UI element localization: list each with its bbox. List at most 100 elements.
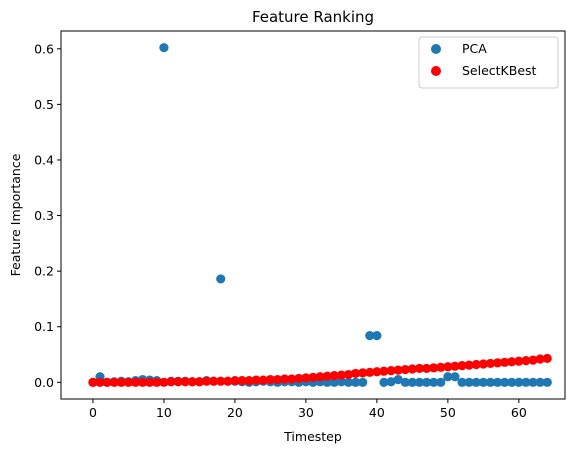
- point-selectkbest-38: [358, 368, 368, 378]
- point-selectkbest-61: [521, 356, 531, 366]
- point-selectkbest-56: [485, 358, 496, 369]
- y-axis: 0.0 0.1 0.2 0.3 0.4 0.5 0.6: [34, 41, 61, 390]
- point-pca-55: [478, 377, 488, 387]
- point-pca-54: [471, 377, 481, 387]
- x-tick-label: 60: [511, 405, 527, 420]
- point-selectkbest-51: [450, 361, 460, 371]
- point-pca-36: [343, 377, 354, 387]
- legend-label-selectkbest: SelectKBest: [462, 63, 537, 78]
- point-selectkbest-36: [343, 369, 354, 380]
- x-axis-title: Timestep: [283, 429, 342, 444]
- point-selectkbest-47: [421, 363, 432, 374]
- axes-frame: [60, 30, 566, 400]
- point-pca-10: [159, 43, 169, 53]
- point-selectkbest-28: [287, 374, 297, 384]
- point-selectkbest-6: [130, 377, 141, 387]
- point-selectkbest-44: [400, 364, 410, 375]
- point-selectkbest-27: [280, 374, 290, 384]
- point-selectkbest-26: [272, 374, 283, 385]
- point-selectkbest-43: [393, 365, 403, 375]
- y-tick-label: 0.4: [34, 152, 54, 167]
- point-selectkbest-1: [95, 377, 105, 387]
- point-selectkbest-60: [514, 356, 524, 366]
- point-selectkbest-11: [166, 377, 176, 387]
- point-pca-64: [542, 377, 552, 387]
- y-tick-label: 0.2: [34, 264, 54, 279]
- point-selectkbest-10: [159, 377, 169, 387]
- point-selectkbest-48: [429, 363, 439, 373]
- point-selectkbest-5: [123, 377, 134, 387]
- point-pca-53: [464, 377, 474, 387]
- x-tick-label: 10: [156, 405, 172, 420]
- point-pca-34: [329, 377, 339, 387]
- point-selectkbest-62: [528, 355, 538, 365]
- x-axis: 0 10 20 30 40 50 60: [89, 399, 527, 420]
- point-pca-63: [535, 377, 545, 387]
- point-pca-57: [492, 377, 503, 387]
- point-pca-60: [514, 377, 524, 387]
- point-pca-58: [500, 377, 510, 387]
- point-selectkbest-49: [436, 362, 446, 372]
- point-pca-39: [365, 331, 375, 341]
- point-selectkbest-18: [216, 376, 226, 386]
- point-selectkbest-54: [471, 359, 481, 370]
- point-pca-47: [421, 377, 432, 387]
- point-selectkbest-9: [152, 377, 162, 387]
- point-pca-48: [429, 377, 439, 387]
- point-selectkbest-23: [251, 375, 261, 385]
- x-tick-label: 20: [227, 405, 243, 420]
- point-selectkbest-64: [542, 353, 552, 364]
- y-axis-title: Feature Importance: [8, 153, 23, 276]
- plot-area: [88, 43, 552, 387]
- chart-title: Feature Ranking: [252, 8, 374, 26]
- point-selectkbest-0: [88, 377, 98, 387]
- point-selectkbest-16: [201, 376, 212, 386]
- point-pca-45: [407, 377, 417, 387]
- point-selectkbest-4: [116, 377, 126, 387]
- point-selectkbest-8: [145, 377, 155, 387]
- point-pca-18: [216, 274, 226, 284]
- y-tick-label: 0.3: [34, 208, 54, 223]
- y-tick-label: 0.0: [34, 375, 54, 390]
- point-selectkbest-35: [336, 370, 346, 380]
- point-selectkbest-63: [535, 354, 545, 364]
- point-selectkbest-25: [265, 374, 276, 385]
- point-selectkbest-12: [173, 377, 183, 387]
- y-tick-label: 0.6: [34, 41, 54, 56]
- point-pca-37: [350, 377, 361, 387]
- point-pca-56: [485, 377, 496, 387]
- point-selectkbest-20: [230, 376, 240, 386]
- point-selectkbest-13: [180, 377, 190, 387]
- point-selectkbest-52: [457, 361, 467, 371]
- point-pca-40: [372, 331, 382, 341]
- point-selectkbest-19: [223, 376, 233, 386]
- point-selectkbest-40: [372, 367, 382, 377]
- legend-frame: [418, 36, 559, 89]
- point-selectkbest-59: [507, 357, 517, 367]
- point-pca-35: [336, 377, 346, 387]
- point-selectkbest-15: [194, 377, 205, 387]
- x-tick-label: 30: [298, 405, 314, 420]
- point-selectkbest-50: [443, 362, 453, 372]
- legend-marker-selectkbest: [431, 66, 441, 76]
- point-selectkbest-37: [350, 368, 361, 379]
- point-pca-62: [528, 377, 538, 387]
- point-pca-42: [386, 377, 396, 387]
- legend-label-pca: PCA: [462, 41, 487, 56]
- point-pca-49: [436, 377, 446, 387]
- point-selectkbest-7: [138, 377, 148, 387]
- point-pca-43: [393, 374, 403, 385]
- x-tick-label: 40: [369, 405, 385, 420]
- point-selectkbest-29: [294, 373, 304, 384]
- point-selectkbest-33: [322, 371, 332, 381]
- legend: PCA SelectKBest: [418, 36, 559, 89]
- legend-marker-pca: [431, 44, 441, 54]
- point-pca-50: [443, 372, 453, 382]
- point-selectkbest-45: [407, 364, 417, 374]
- point-selectkbest-32: [315, 372, 325, 382]
- point-pca-52: [457, 377, 467, 387]
- x-tick-label: 0: [89, 405, 97, 420]
- point-selectkbest-31: [308, 372, 318, 382]
- point-selectkbest-22: [244, 376, 254, 386]
- point-selectkbest-17: [209, 376, 219, 386]
